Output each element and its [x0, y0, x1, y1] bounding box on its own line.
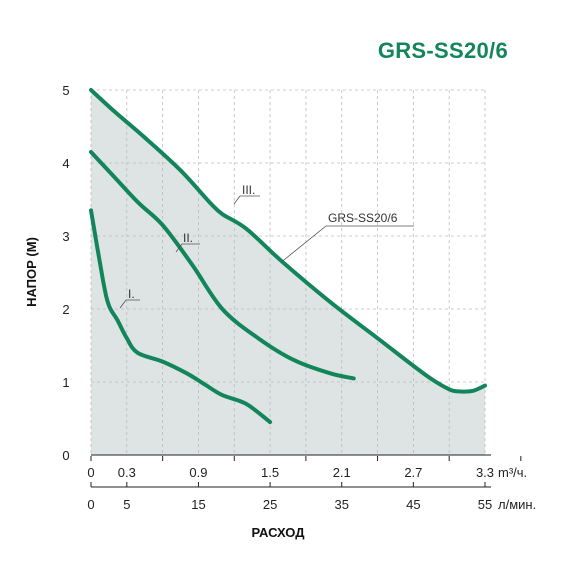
series-label: I.: [128, 287, 135, 301]
y-tick-label: 5: [62, 83, 69, 98]
y-tick-label: 4: [62, 156, 69, 171]
model-annotation: GRS-SS20/6: [328, 211, 398, 225]
series-label: II.: [183, 231, 193, 245]
series-label-leader: [119, 299, 140, 309]
x-tick-label-primary: 2.7: [404, 465, 422, 480]
x-tick-label-secondary: 25: [263, 497, 277, 512]
series-line-2: [89, 150, 356, 381]
x-tick-label-secondary: 35: [334, 497, 348, 512]
x-unit-primary: m³/ч.: [498, 465, 527, 480]
x-tick-label-secondary: 5: [123, 497, 130, 512]
chart-title: GRS-SS20/6: [377, 38, 508, 63]
y-axis-title: НАПОР (М): [24, 237, 39, 307]
x-tick-label-secondary: 55: [478, 497, 492, 512]
series-label-leader: [233, 195, 260, 205]
y-tick-label: 1: [62, 375, 69, 390]
curve-labels: I. II. III. GRS-SS20/6: [119, 183, 414, 309]
x-tick-label-primary: 0.9: [189, 465, 207, 480]
series-label-leader: [175, 243, 200, 253]
x-tick-label-primary: 1.5: [261, 465, 279, 480]
series-label: III.: [242, 183, 255, 197]
x-tick-label-primary: 0.3: [118, 465, 136, 480]
x-axis-title: РАСХОД: [251, 525, 305, 540]
y-tick-label: 3: [62, 229, 69, 244]
x-tick-label-secondary: 45: [406, 497, 420, 512]
x-tick-label-primary: 2.1: [333, 465, 351, 480]
series-line-1: [89, 208, 273, 425]
x-tick-label-secondary: 15: [191, 497, 205, 512]
model-annotation-leader: [281, 225, 414, 262]
y-tick-label: 0: [62, 448, 69, 463]
x-tick-label-secondary: 0: [87, 497, 94, 512]
y-tick-label: 2: [62, 302, 69, 317]
x-tick-label-primary: 0: [87, 465, 94, 480]
x-tick-label-primary: 3.3: [476, 465, 494, 480]
x-unit-secondary: л/мин.: [498, 497, 536, 512]
